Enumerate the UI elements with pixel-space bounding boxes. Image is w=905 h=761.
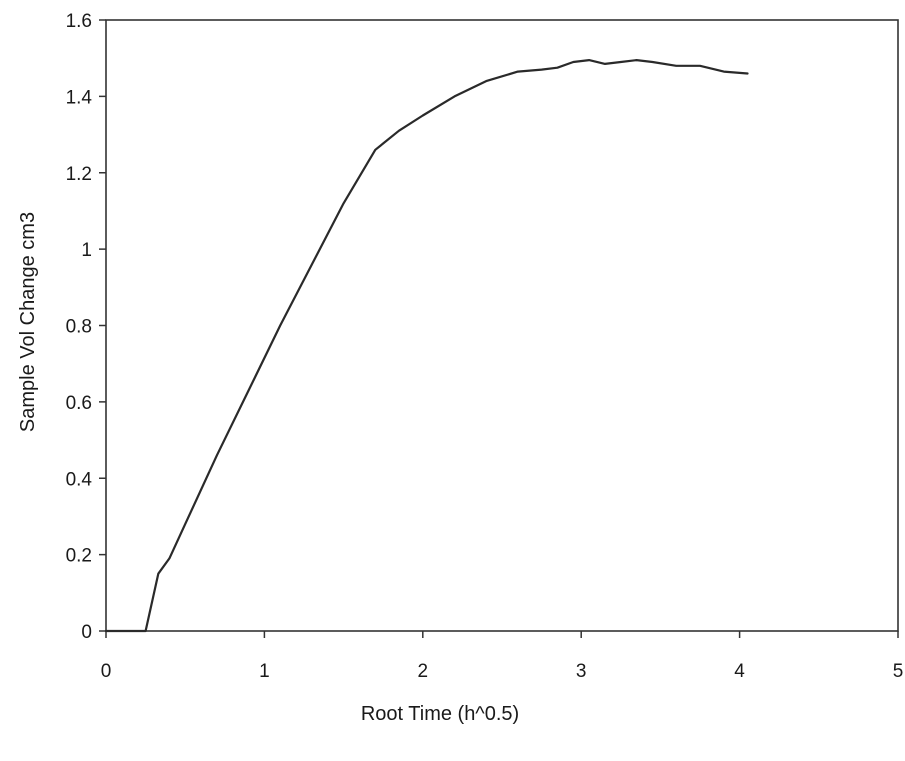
y-tick-label: 1 <box>81 240 92 261</box>
y-axis: 0 0.2 0.4 0.6 0.8 1 1.2 1.4 1.6 <box>66 11 106 643</box>
x-axis-title: Root Time (h^0.5) <box>361 703 519 725</box>
y-tick-label: 0 <box>81 622 92 643</box>
series-layer <box>104 58 749 633</box>
x-tick-label: 3 <box>576 661 587 682</box>
y-axis-title: Sample Vol Change cm3 <box>17 212 39 432</box>
x-tick-label: 2 <box>418 661 429 682</box>
plot-border <box>105 19 899 632</box>
plot-area <box>105 19 899 632</box>
x-tick-label: 5 <box>893 661 904 682</box>
y-tick-label: 0.6 <box>66 393 92 414</box>
x-tick-label: 4 <box>734 661 745 682</box>
x-tick-label: 0 <box>101 661 112 682</box>
y-tick-label: 0.4 <box>66 469 93 490</box>
y-tick-label: 1.6 <box>66 11 92 32</box>
y-tick-label: 1.2 <box>66 164 92 185</box>
y-tick-label: 0.8 <box>66 317 92 338</box>
y-tick-label: 1.4 <box>66 87 93 108</box>
x-axis: 0 1 2 3 4 5 <box>101 631 904 682</box>
y-tick-label: 0.2 <box>66 546 92 567</box>
x-tick-label: 1 <box>259 661 270 682</box>
series-line <box>104 58 749 633</box>
